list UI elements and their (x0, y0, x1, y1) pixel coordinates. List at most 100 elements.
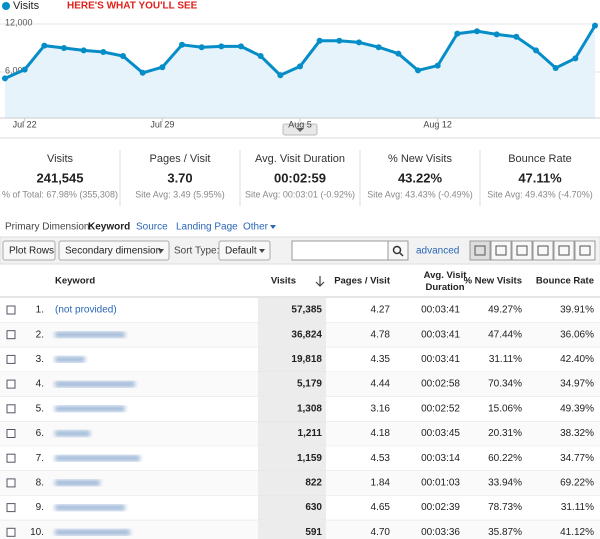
dropdown-arrow (158, 249, 164, 253)
cell: 70.34% (488, 379, 522, 390)
point (159, 64, 166, 71)
dimension-option[interactable]: Source (136, 222, 168, 233)
dimension-option[interactable]: Other (243, 222, 269, 233)
cell: 00:01:03 (421, 478, 460, 489)
cell: 00:03:45 (421, 428, 460, 439)
row-checkbox[interactable] (6, 330, 16, 340)
cell: 69.22% (560, 478, 594, 489)
plot-rows-button[interactable] (2, 240, 56, 261)
sorted-column-cell (258, 520, 326, 539)
cell: 42.40% (560, 354, 594, 365)
x-tick-label: Aug 12 (423, 119, 452, 129)
cell: 49.39% (560, 403, 594, 414)
metric-value: 00:02:59 (274, 170, 326, 185)
metric-sub: Site Avg: 49.43% (-4.70%) (487, 189, 592, 199)
metric-value: 47.11% (518, 170, 562, 185)
column-header[interactable]: Pages / Visit (334, 276, 391, 287)
cell: 4.70 (371, 527, 391, 538)
row-checkbox[interactable] (6, 429, 16, 438)
secondary-dimension-button-label: Secondary dimension (65, 246, 161, 257)
cell: 00:03:36 (421, 527, 460, 538)
column-header[interactable]: Bounce Rate (536, 276, 594, 287)
row-number: 5. (36, 403, 44, 414)
row-number: 1. (36, 305, 44, 316)
sort-type-button[interactable] (218, 240, 271, 261)
row-checkbox[interactable] (6, 527, 16, 537)
sorted-column-cell (258, 347, 326, 373)
column-header[interactable]: Visits (271, 276, 296, 287)
annotation: HERE'S WHAT YOU'LL SEE (67, 1, 198, 12)
dimension-option[interactable]: Landing Page (176, 222, 238, 233)
sorted-column-cell (258, 372, 326, 397)
row-number: 6. (36, 428, 44, 439)
cell: 630 (305, 502, 322, 513)
view-button[interactable] (511, 240, 533, 261)
point (533, 47, 539, 54)
row-checkbox[interactable] (6, 305, 16, 315)
search-icon-handle (399, 252, 404, 257)
blurred-keyword (55, 381, 135, 388)
row-checkbox[interactable] (6, 404, 16, 414)
point (572, 55, 579, 62)
row-checkbox[interactable] (6, 354, 16, 364)
cell: 4.78 (371, 329, 391, 340)
metric-label: Avg. Visit Duration (255, 153, 345, 165)
blurred-keyword (55, 504, 125, 511)
column-header[interactable]: % New Visits (464, 276, 522, 287)
cell: 00:03:41 (421, 354, 460, 365)
row-checkbox[interactable] (6, 379, 16, 389)
secondary-dimension-button[interactable] (58, 240, 170, 261)
view-button[interactable] (553, 240, 575, 261)
point (297, 63, 303, 70)
view-button[interactable] (490, 240, 512, 261)
metric-sub: Site Avg: 00:03:01 (-0.92%) (245, 189, 355, 199)
metric-label: Visits (47, 153, 74, 165)
metric-sub: Site Avg: 3.49 (5.95%) (135, 189, 224, 199)
blurred-keyword (55, 479, 100, 486)
sort-label: Sort Type: (174, 246, 219, 257)
view-icon (537, 245, 549, 256)
cell: 38.32% (560, 428, 594, 439)
cell: 19,818 (291, 354, 322, 365)
metric-label: % New Visits (388, 153, 452, 165)
point (257, 53, 264, 59)
cell: 00:02:39 (421, 502, 460, 513)
view-button[interactable] (574, 240, 596, 261)
point (316, 37, 323, 44)
cell: 00:03:41 (421, 329, 460, 340)
handle-arrow (296, 128, 304, 132)
row-number: 7. (36, 453, 44, 464)
view-button[interactable] (532, 240, 554, 261)
point (238, 43, 244, 50)
sorted-column-cell (258, 322, 326, 348)
row-checkbox[interactable] (6, 478, 16, 488)
row-checkbox[interactable] (6, 503, 16, 513)
other-arrow (270, 225, 276, 229)
row-checkbox[interactable] (6, 453, 16, 463)
row-number: 8. (36, 478, 44, 489)
search-button[interactable] (387, 240, 409, 261)
x-tick-label: Jul 29 (150, 119, 174, 129)
view-icon (474, 245, 486, 256)
advanced-link[interactable]: advanced (416, 246, 459, 257)
metric-label: Pages / Visit (150, 153, 211, 165)
point (100, 49, 107, 55)
cell: 4.35 (371, 354, 391, 365)
legend-label: Visits (13, 0, 40, 12)
view-button[interactable] (469, 240, 491, 261)
point (356, 39, 362, 46)
point (454, 30, 461, 37)
legend-marker (2, 2, 10, 10)
cell: 15.06% (488, 403, 522, 414)
point (179, 41, 185, 48)
cell: 39.91% (560, 305, 594, 316)
search-box[interactable] (291, 240, 389, 261)
keyword-link[interactable]: (not provided) (55, 305, 117, 316)
blurred-keyword (55, 331, 125, 338)
metric-sub: Site Avg: 43.43% (-0.49%) (367, 189, 472, 199)
sorted-column-cell (258, 446, 326, 471)
point (139, 69, 146, 76)
point (592, 22, 598, 29)
view-icon (516, 245, 528, 256)
